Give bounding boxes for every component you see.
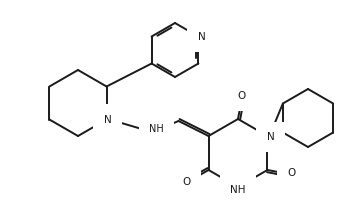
Text: O: O bbox=[238, 91, 246, 101]
Text: N: N bbox=[198, 32, 205, 41]
Text: O: O bbox=[287, 168, 296, 178]
Text: NH: NH bbox=[149, 124, 164, 134]
Text: N: N bbox=[104, 114, 112, 125]
Text: N: N bbox=[267, 132, 274, 142]
Text: NH: NH bbox=[230, 185, 246, 195]
Text: O: O bbox=[182, 177, 191, 187]
